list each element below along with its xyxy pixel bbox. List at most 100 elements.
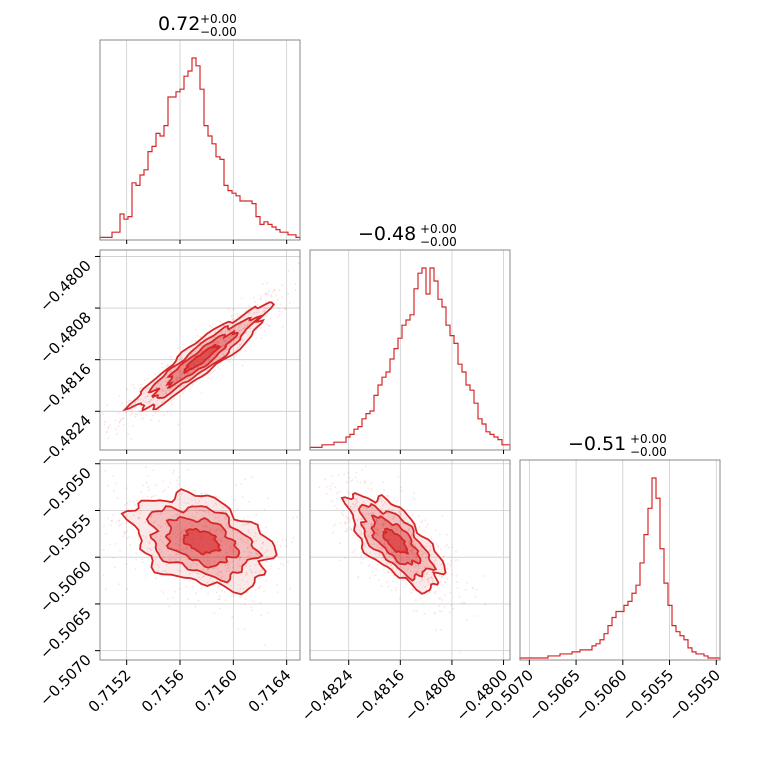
sample-point xyxy=(265,293,267,296)
sample-point xyxy=(421,550,423,553)
sample-point xyxy=(370,524,372,527)
sample-point xyxy=(355,498,357,501)
title-param-3-lower: −0.00 xyxy=(630,445,667,459)
sample-point xyxy=(365,531,368,533)
sample-point xyxy=(226,567,229,570)
sample-point xyxy=(266,497,269,500)
sample-point xyxy=(382,525,384,527)
sample-point xyxy=(279,303,282,306)
sample-point xyxy=(237,345,240,348)
x-tick-label: 0.7164 xyxy=(245,666,295,716)
sample-point xyxy=(360,531,363,533)
title-param-2-upper: +0.00 xyxy=(420,222,457,236)
sample-point xyxy=(241,579,244,581)
sample-point xyxy=(198,509,201,512)
sample-point xyxy=(430,576,433,578)
sample-point xyxy=(242,588,245,590)
sample-point xyxy=(220,331,223,334)
sample-point xyxy=(200,577,203,580)
sample-point xyxy=(255,311,258,314)
sample-point xyxy=(196,511,198,514)
sample-point xyxy=(239,595,242,598)
sample-point xyxy=(238,330,241,332)
sample-point xyxy=(329,488,332,491)
sample-point xyxy=(179,588,182,590)
sample-point xyxy=(208,562,210,564)
sample-point xyxy=(266,282,268,284)
sample-point xyxy=(360,554,362,557)
sample-point xyxy=(170,400,173,402)
sample-point xyxy=(177,483,180,486)
sample-point xyxy=(359,539,361,542)
sample-point xyxy=(125,401,128,403)
sample-point xyxy=(426,555,428,557)
sample-point xyxy=(242,327,245,330)
sample-point xyxy=(179,569,182,572)
sample-point xyxy=(248,312,251,315)
sample-point xyxy=(281,325,284,328)
sample-point xyxy=(399,597,401,600)
sample-point xyxy=(180,357,183,360)
sample-point xyxy=(209,371,212,373)
sample-point xyxy=(359,517,362,520)
sample-point xyxy=(114,419,117,422)
sample-point xyxy=(254,532,257,534)
sample-point xyxy=(139,512,142,515)
sample-point xyxy=(194,508,197,510)
sample-point xyxy=(414,566,417,569)
sample-point xyxy=(395,525,398,528)
sample-point xyxy=(177,347,180,350)
sample-point xyxy=(346,521,348,524)
sample-point xyxy=(421,578,423,580)
sample-point xyxy=(140,387,143,389)
sample-point xyxy=(361,518,363,521)
sample-point xyxy=(236,543,239,546)
sample-point xyxy=(232,328,235,331)
sample-point xyxy=(415,571,418,574)
sample-point xyxy=(152,414,155,417)
sample-point xyxy=(350,528,352,531)
sample-point xyxy=(264,300,267,302)
sample-point xyxy=(252,327,255,330)
sample-point xyxy=(134,415,137,418)
sample-point xyxy=(179,549,182,552)
sample-point xyxy=(217,342,220,345)
sample-point xyxy=(196,563,198,566)
sample-point xyxy=(230,334,232,337)
sample-point xyxy=(196,334,199,337)
panel-frame-r3-c1 xyxy=(99,459,301,661)
sample-point xyxy=(357,575,359,578)
sample-point xyxy=(219,356,221,359)
sample-point xyxy=(164,489,166,492)
sample-point xyxy=(185,548,188,550)
sample-point xyxy=(415,581,418,584)
sample-point xyxy=(137,517,140,520)
sample-point xyxy=(165,564,168,566)
sample-point xyxy=(217,516,220,519)
sample-point xyxy=(126,502,129,505)
sample-point xyxy=(411,514,414,516)
sample-point xyxy=(155,386,158,389)
sample-point xyxy=(262,283,264,286)
sample-point xyxy=(249,306,252,309)
sample-point xyxy=(222,344,224,346)
sample-point xyxy=(191,515,194,517)
sample-point xyxy=(228,345,231,347)
sample-point xyxy=(166,388,169,391)
sample-point xyxy=(250,606,253,608)
sample-point xyxy=(238,326,241,329)
sample-point xyxy=(193,350,196,353)
sample-point xyxy=(139,410,142,413)
sample-point xyxy=(265,292,268,295)
sample-point xyxy=(117,425,120,427)
sample-point xyxy=(188,572,191,575)
sample-point xyxy=(443,594,446,596)
sample-point xyxy=(434,529,437,532)
sample-point xyxy=(172,533,175,536)
sample-point xyxy=(176,377,178,380)
sample-point xyxy=(239,314,242,316)
sample-point xyxy=(239,587,242,590)
sample-point xyxy=(259,585,262,588)
sample-point xyxy=(461,602,463,605)
sample-point xyxy=(159,535,162,538)
